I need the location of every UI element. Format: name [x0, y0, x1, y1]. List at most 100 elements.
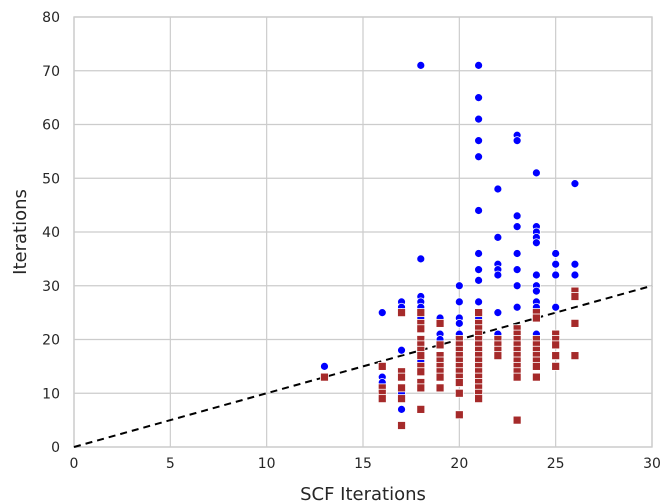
square-point: [397, 383, 406, 393]
circle-point: [474, 136, 484, 146]
y-tick-label: 30: [42, 279, 60, 295]
y-tick-label: 10: [42, 386, 60, 402]
circle-point: [551, 259, 561, 269]
square-point: [416, 383, 426, 393]
square-point: [416, 308, 426, 318]
circle-point: [532, 168, 541, 178]
square-point: [454, 378, 464, 387]
x-tick-label: 20: [450, 456, 468, 472]
circle-point: [512, 136, 522, 146]
circle-point: [474, 206, 484, 215]
square-point: [397, 394, 406, 404]
square-point: [416, 351, 426, 361]
circle-point: [570, 259, 580, 269]
square-point: [532, 361, 541, 371]
circle-point: [532, 286, 541, 296]
square-point: [532, 313, 541, 323]
circle-point: [493, 232, 503, 242]
circle-point: [493, 270, 503, 280]
square-point: [435, 340, 445, 350]
circle-point: [551, 302, 561, 312]
y-tick-label: 40: [42, 225, 60, 241]
x-tick-label: 30: [643, 456, 661, 472]
circle-point: [474, 297, 484, 307]
square-point: [435, 372, 445, 382]
circle-point: [532, 270, 541, 280]
x-tick-label: 5: [166, 456, 175, 472]
circle-point: [512, 265, 522, 275]
circle-point: [474, 60, 484, 70]
square-point: [551, 351, 561, 361]
circle-point: [512, 211, 522, 221]
square-point: [454, 388, 464, 398]
grid: [73, 16, 653, 448]
y-tick-label: 0: [51, 440, 60, 456]
square-point: [551, 340, 561, 350]
circle-point: [512, 249, 522, 258]
y-tick-label: 70: [42, 64, 60, 80]
circle-point: [570, 179, 580, 189]
circle-point: [512, 222, 522, 232]
square-point: [416, 404, 426, 414]
y-tick-label: 20: [42, 333, 60, 349]
square-point: [474, 394, 484, 404]
circle-point: [474, 265, 484, 275]
square-point: [416, 324, 426, 334]
square-point: [570, 318, 580, 328]
circle-point: [551, 249, 561, 258]
circle-point: [416, 60, 426, 70]
reference-line: [73, 284, 653, 448]
x-tick-label: 15: [354, 456, 372, 472]
square-point: [493, 351, 503, 361]
square-point: [416, 367, 426, 377]
circle-point: [493, 184, 503, 194]
circle-point: [570, 270, 580, 280]
square-point: [570, 292, 580, 301]
circle-point: [551, 270, 561, 280]
circle-point: [474, 114, 484, 124]
square-point: [570, 351, 580, 361]
circle-point: [454, 281, 464, 291]
circle-point: [474, 93, 484, 103]
x-tick-label: 10: [258, 456, 276, 472]
square-point: [377, 361, 387, 371]
square-point: [551, 361, 561, 371]
square-point: [512, 415, 522, 425]
circle-point: [532, 238, 541, 248]
square-point: [377, 394, 387, 404]
x-axis-label: SCF Iterations: [300, 484, 426, 502]
square-point: [454, 410, 464, 420]
circle-point: [397, 345, 406, 355]
x-tick-labels: 0 5 10 15 20 25 30: [70, 456, 661, 472]
circle-point: [474, 249, 484, 258]
y-tick-label: 80: [42, 10, 60, 26]
circle-point: [493, 308, 503, 318]
plot-frame: [73, 16, 653, 448]
circle-point: [320, 361, 329, 371]
square-point: [397, 308, 406, 318]
x-tick-label: 0: [70, 456, 79, 472]
square-point: [397, 421, 406, 430]
circle-point: [474, 152, 484, 162]
square-point: [397, 372, 406, 382]
circle-point: [512, 302, 522, 312]
square-point: [474, 308, 484, 318]
data-points: [320, 60, 580, 430]
circle-point: [474, 275, 484, 285]
square-point: [435, 383, 445, 393]
circle-point: [397, 404, 406, 414]
circle-point: [512, 281, 522, 291]
square-point: [320, 372, 329, 382]
y-tick-labels: 0 10 20 30 40 50 60 70 80: [42, 10, 60, 456]
circle-point: [454, 318, 464, 328]
square-point: [532, 372, 541, 382]
square-point: [435, 318, 445, 328]
square-point: [512, 372, 522, 382]
y-tick-label: 60: [42, 118, 60, 134]
y-tick-label: 50: [42, 171, 60, 187]
x-tick-label: 25: [547, 456, 565, 472]
y-axis-label: Iterations: [10, 189, 31, 275]
circle-point: [416, 254, 426, 264]
circle-point: [377, 308, 387, 318]
